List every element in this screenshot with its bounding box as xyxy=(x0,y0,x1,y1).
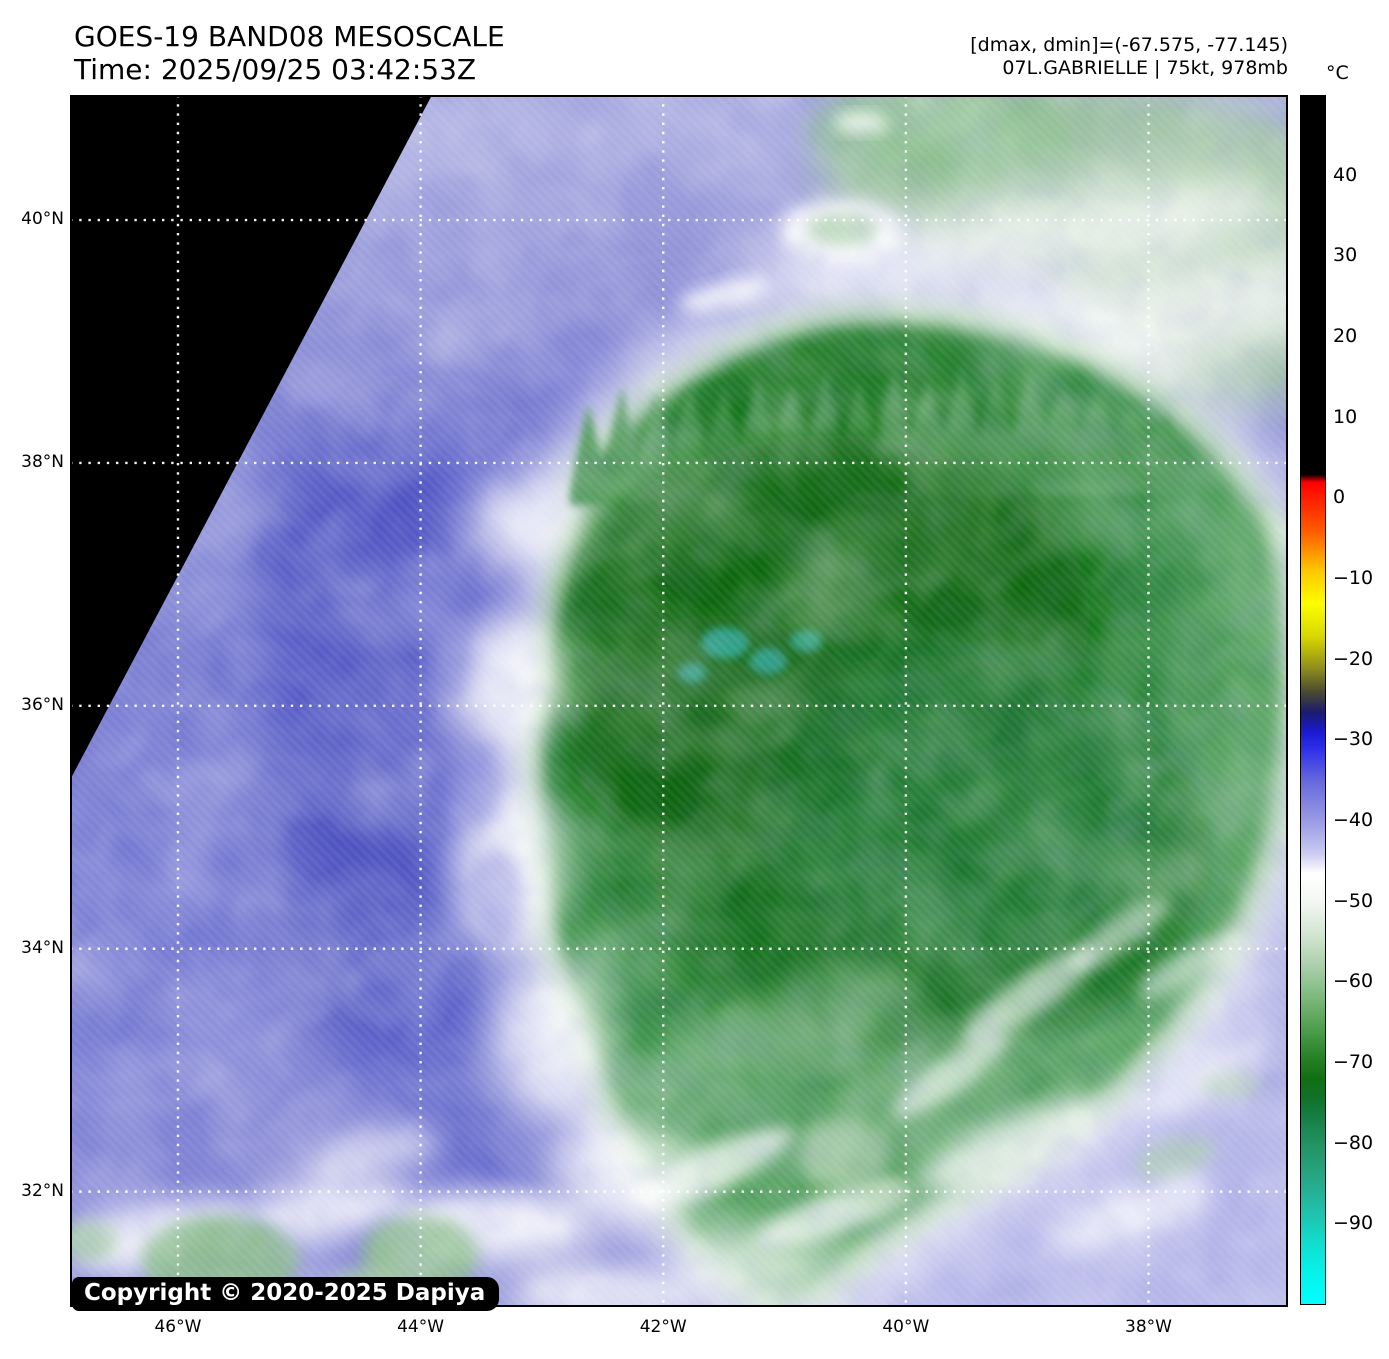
storm-annotation: 07L.GABRIELLE | 75kt, 978mb xyxy=(1002,57,1288,79)
colorbar-tick-label: −70 xyxy=(1333,1051,1374,1073)
satellite-cloud-layer xyxy=(70,95,1288,1307)
lat-tick-label: 38°N xyxy=(21,451,64,472)
dmax-dmin-annotation: [dmax, dmin]=(-67.575, -77.145) xyxy=(970,34,1288,56)
colorbar-tick-label: 0 xyxy=(1333,486,1346,509)
map-border xyxy=(70,95,1288,1307)
page-title: GOES-19 BAND08 MESOSCALE xyxy=(74,20,505,53)
colorbar-tick-label: −30 xyxy=(1333,728,1374,751)
colorbar-tick-label: 40 xyxy=(1333,163,1358,186)
satellite-image-canvas xyxy=(70,95,1288,1307)
satellite-map: Copyright © 2020-2025 Dapiya xyxy=(70,95,1288,1311)
timestamp: Time: 2025/09/25 03:42:53Z xyxy=(74,53,477,86)
colorbar-unit-label: °C xyxy=(1326,62,1349,84)
colorbar-tick-label: −90 xyxy=(1333,1212,1374,1235)
lat-tick-label: 36°N xyxy=(21,694,64,715)
colorbar-tick-label: −20 xyxy=(1333,647,1374,670)
lat-tick-label: 40°N xyxy=(21,209,64,230)
colorbar-gradient xyxy=(1300,95,1326,1305)
colorbar-tick-label: 30 xyxy=(1333,244,1358,267)
lat-tick-label: 34°N xyxy=(21,937,64,958)
colorbar-tick-label: −60 xyxy=(1333,970,1374,993)
colorbar-tick-label: 20 xyxy=(1333,325,1358,347)
lon-tick-label: 46°W xyxy=(154,1317,202,1337)
lon-tick-label: 44°W xyxy=(397,1317,445,1337)
colorbar-tick-label: −40 xyxy=(1333,809,1374,831)
colorbar-tick-label: −10 xyxy=(1333,567,1374,589)
colorbar-tick-label: −80 xyxy=(1333,1131,1374,1154)
lon-tick-label: 40°W xyxy=(882,1317,930,1337)
gridlines xyxy=(70,95,1288,1307)
no-data-region xyxy=(70,95,432,780)
lon-tick-label: 42°W xyxy=(639,1317,687,1337)
lon-tick-label: 38°W xyxy=(1125,1317,1172,1337)
copyright-badge: Copyright © 2020-2025 Dapiya xyxy=(72,1277,500,1311)
colorbar-tick-label: −50 xyxy=(1333,889,1374,912)
colorbar xyxy=(1300,95,1326,1305)
colorbar-tick-label: 10 xyxy=(1333,405,1358,428)
colorbar-canvas xyxy=(1300,95,1326,1305)
lat-tick-label: 32°N xyxy=(21,1180,64,1201)
